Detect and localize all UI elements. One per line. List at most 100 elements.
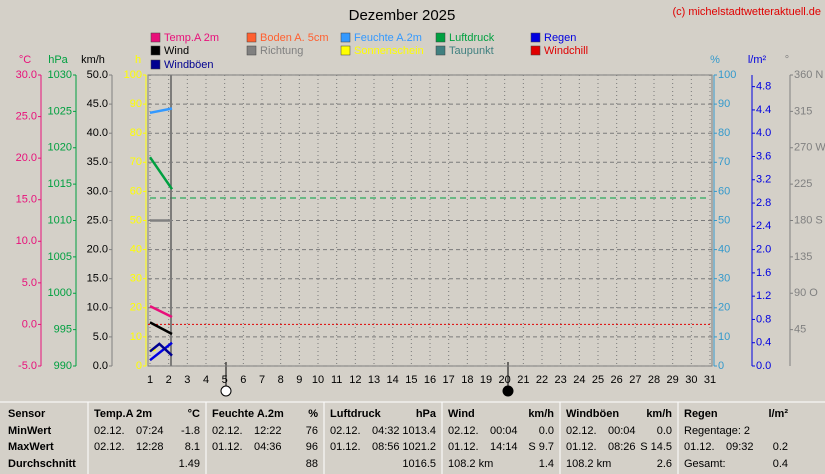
x-tick-label: 22 <box>536 374 548 386</box>
x-tick-label: 27 <box>629 374 641 386</box>
axis-name: ° <box>785 54 789 66</box>
table-header: Regen <box>684 408 718 420</box>
table-cell: 00:04 <box>608 425 636 437</box>
y-tick-label: 5.0 <box>93 331 108 343</box>
y-tick-label: 1025 <box>48 105 72 117</box>
table-cell: 14:14 <box>490 441 518 453</box>
legend-swatch <box>435 32 446 43</box>
table-cell: 02.12. <box>94 441 125 453</box>
x-tick-label: 17 <box>443 374 455 386</box>
y-tick-label: 70 <box>718 156 730 168</box>
y-tick-label: 30 <box>718 273 730 285</box>
y-tick-label: 2.0 <box>756 244 771 256</box>
data-line <box>148 156 174 190</box>
y-tick-label: 5.0 <box>22 277 37 289</box>
y-tick-label: 0.0 <box>756 360 771 372</box>
legend-label: Windböen <box>164 59 214 71</box>
y-tick-label: 1010 <box>48 214 72 226</box>
y-tick-label: 30 <box>130 273 142 285</box>
y-tick-label: 180 S <box>794 214 823 226</box>
table-header: Sensor <box>8 408 46 420</box>
y-tick-label: 80 <box>718 127 730 139</box>
y-tick-label: 0.0 <box>22 318 37 330</box>
table-cell: 01.12. <box>566 441 597 453</box>
table-cell: 01.12. <box>330 441 361 453</box>
axis-name: l/m² <box>748 54 767 66</box>
table-cell: 07:24 <box>136 425 164 437</box>
x-tick-label: 3 <box>184 374 190 386</box>
table-cell: 08:26 <box>608 441 636 453</box>
x-tick-label: 20 <box>499 374 511 386</box>
x-tick-label: 18 <box>461 374 473 386</box>
y-tick-label: 315 <box>794 105 812 117</box>
x-tick-label: 28 <box>648 374 660 386</box>
x-tick-label: 10 <box>312 374 324 386</box>
table-cell: 09:32 <box>726 441 754 453</box>
table-value: 0.0 <box>657 425 672 437</box>
x-tick-label: 23 <box>555 374 567 386</box>
x-tick-label: 11 <box>331 374 342 386</box>
y-tick-label: 90 O <box>794 287 818 299</box>
table-cell: 02.12. <box>566 425 597 437</box>
legend-label: Temp.A 2m <box>164 32 219 44</box>
x-tick-label: 7 <box>259 374 265 386</box>
x-tick-label: 14 <box>387 374 399 386</box>
y-tick-label: 40 <box>718 244 730 256</box>
table-value: 1.49 <box>179 458 200 470</box>
table-cell: 108.2 km <box>566 458 611 470</box>
y-tick-label: 135 <box>794 251 812 263</box>
x-tick-label: 1 <box>147 374 153 386</box>
axis-name: km/h <box>81 54 105 66</box>
axis-name: °C <box>19 54 31 66</box>
table-cell: 108.2 km <box>448 458 493 470</box>
y-tick-label: 0.4 <box>756 337 771 349</box>
table-unit: °C <box>188 408 200 420</box>
table-cell: Gesamt: <box>684 458 726 470</box>
y-tick-label: 225 <box>794 178 812 190</box>
data-line <box>149 342 173 357</box>
y-tick-label: 45 <box>794 324 806 336</box>
x-tick-label: 29 <box>667 374 679 386</box>
table-header: Feuchte A.2m <box>212 408 284 420</box>
y-tick-label: 2.4 <box>756 220 771 232</box>
x-tick-label: 19 <box>480 374 492 386</box>
axis-name: hPa <box>48 54 68 66</box>
table-cell: 04:32 <box>372 425 400 437</box>
data-line <box>149 321 173 336</box>
y-tick-label: 1.2 <box>756 290 771 302</box>
table-cell: 01.12. <box>684 441 715 453</box>
legend-label: Luftdruck <box>449 32 495 44</box>
table-value: 8.1 <box>185 441 200 453</box>
y-tick-label: 100 <box>124 69 142 81</box>
y-tick-label: 1000 <box>48 287 72 299</box>
y-tick-label: 10.0 <box>16 235 37 247</box>
new-moon-icon <box>502 385 514 397</box>
x-tick-label: 15 <box>405 374 417 386</box>
y-tick-label: 995 <box>54 324 72 336</box>
x-tick-label: 26 <box>611 374 623 386</box>
legend-label: Feuchte A.2m <box>354 32 422 44</box>
y-tick-label: 20 <box>718 302 730 314</box>
table-cell: 02.12. <box>94 425 125 437</box>
table-unit: km/h <box>646 408 672 420</box>
full-moon-icon <box>220 385 232 397</box>
y-tick-label: 90 <box>130 98 142 110</box>
legend-label: Windchill <box>544 45 588 57</box>
y-tick-label: 70 <box>130 156 142 168</box>
table-cell: 02.12. <box>212 425 243 437</box>
y-tick-label: 20.0 <box>16 152 37 164</box>
y-tick-label: 1015 <box>48 178 72 190</box>
y-tick-label: 10.0 <box>87 302 108 314</box>
y-tick-label: 2.8 <box>756 197 771 209</box>
legend-swatch <box>246 32 257 43</box>
table-value: -1.8 <box>181 425 200 437</box>
y-tick-label: 0.0 <box>93 360 108 372</box>
y-tick-label: 10 <box>718 331 730 343</box>
y-tick-label: 40.0 <box>87 127 108 139</box>
y-tick-label: 10 <box>130 331 142 343</box>
legend-swatch <box>150 59 161 70</box>
table-unit: % <box>308 408 318 420</box>
table-value: S 9.7 <box>528 441 554 453</box>
table-header: Temp.A 2m <box>94 408 152 420</box>
